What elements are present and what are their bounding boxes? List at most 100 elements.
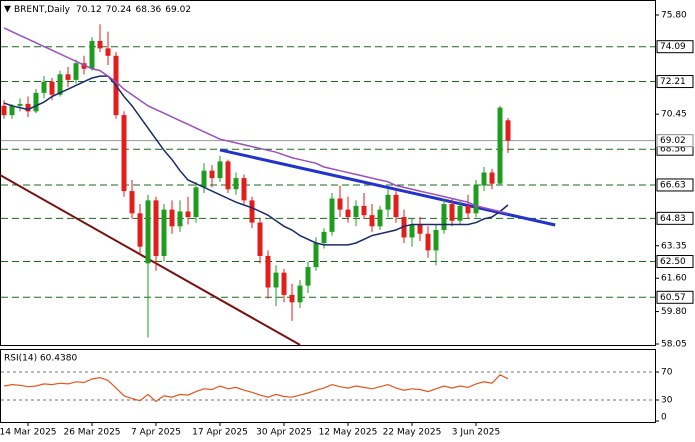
price-box	[656, 134, 694, 148]
candle-body	[497, 107, 503, 184]
last-open: 70.12	[76, 5, 102, 15]
x-tick-label: 30 Apr 2025	[256, 428, 312, 438]
candle-body	[305, 267, 311, 286]
level-label: 60.57	[660, 293, 686, 303]
level-label: 72.21	[660, 77, 686, 87]
candle-body	[465, 205, 471, 214]
candle-body	[129, 191, 135, 214]
level-label: 64.83	[660, 214, 686, 224]
candle-body	[233, 178, 239, 190]
candle-body	[177, 211, 183, 227]
candle-body	[217, 161, 223, 179]
y-tick-label: 63.35	[661, 241, 687, 251]
level-box	[656, 255, 694, 269]
candle-body	[321, 231, 327, 243]
y-tick-label: 59.80	[661, 307, 687, 317]
candle-body	[201, 170, 207, 188]
y-tick-label: 58.05	[661, 340, 687, 350]
candle-body	[457, 205, 463, 221]
candle-body	[377, 209, 383, 227]
level-label: 68.56	[660, 145, 686, 155]
candle-body	[473, 185, 479, 214]
candle-body	[409, 224, 415, 238]
level-label: 74.09	[660, 42, 686, 52]
candle-body	[161, 209, 167, 256]
rsi-title: RSI(14) 60.4380	[4, 354, 77, 364]
candle-body	[449, 204, 455, 221]
x-tick-label: 26 Mar 2025	[63, 428, 120, 438]
candle-body	[433, 230, 439, 251]
candle-body	[505, 120, 511, 141]
candle-body	[265, 255, 271, 288]
candle-body	[57, 74, 63, 95]
candle-body	[153, 200, 159, 256]
candle-body	[137, 213, 143, 247]
level-box	[656, 211, 694, 225]
level-box	[656, 290, 694, 304]
candle-body	[257, 222, 263, 256]
x-tick-label: 7 Apr 2025	[131, 428, 181, 438]
x-tick-label: 14 Mar 2025	[0, 428, 57, 438]
candle-body	[353, 205, 359, 218]
symbol: BRENT,Daily	[14, 5, 71, 15]
level-label: 62.50	[660, 257, 686, 267]
candle-body	[73, 63, 79, 80]
candle-body	[281, 272, 287, 295]
candle-body	[289, 294, 295, 303]
candle-body	[193, 187, 199, 218]
moving-average	[3, 75, 509, 246]
candle-body	[185, 211, 191, 218]
candle-body	[41, 81, 47, 93]
level-box	[656, 178, 694, 192]
level-box	[656, 75, 694, 89]
candle-body	[49, 81, 55, 95]
candle-body	[65, 74, 71, 80]
candle-body	[25, 103, 31, 112]
rsi-panel	[0, 349, 656, 423]
candle-body	[393, 194, 399, 218]
candle-body	[249, 200, 255, 223]
x-tick-label: 3 Jun 2025	[452, 428, 500, 438]
level-label: 66.63	[660, 180, 686, 190]
candle-body	[17, 103, 23, 106]
y-tick-label: 70.45	[661, 110, 687, 120]
candle-body	[313, 242, 319, 268]
candle-body	[401, 217, 407, 238]
candle-body	[241, 178, 247, 201]
level-box	[656, 40, 694, 54]
candle-body	[345, 209, 351, 218]
candle-body	[97, 40, 103, 49]
rsi-tick-label: 70	[661, 368, 673, 378]
rsi-tick-label: 0	[661, 413, 667, 423]
candle-body	[329, 198, 335, 232]
candle-body	[297, 285, 303, 303]
candle-body	[225, 161, 231, 190]
rsi-line	[3, 374, 509, 403]
y-tick-label: 75.80	[661, 11, 687, 21]
candle-body	[33, 92, 39, 112]
last-close: 69.02	[165, 5, 191, 15]
last-high: 70.24	[106, 5, 132, 15]
x-tick-label: 17 Apr 2025	[192, 428, 248, 438]
price-label: 69.02	[660, 136, 686, 146]
candle-body	[169, 209, 175, 227]
last-low: 68.36	[136, 5, 162, 15]
candle-body	[9, 105, 15, 116]
x-tick-label: 22 May 2025	[383, 428, 442, 438]
candle-body	[105, 48, 111, 56]
y-tick-label: 61.60	[661, 274, 687, 284]
candle-body	[209, 170, 215, 179]
candle-body	[369, 215, 375, 227]
candle-body	[441, 204, 447, 231]
candle-body	[337, 198, 343, 210]
candle-body	[361, 205, 367, 216]
candle-body	[89, 40, 95, 69]
candle-body	[385, 194, 391, 210]
candle-body	[1, 105, 7, 116]
candle-body	[489, 172, 495, 184]
moving-average	[3, 27, 509, 215]
x-tick-label: 12 May 2025	[319, 428, 378, 438]
candle-body	[425, 233, 431, 251]
symbol-title: BRENT,Daily 70.12 70.24 68.36 69.02	[14, 5, 191, 15]
